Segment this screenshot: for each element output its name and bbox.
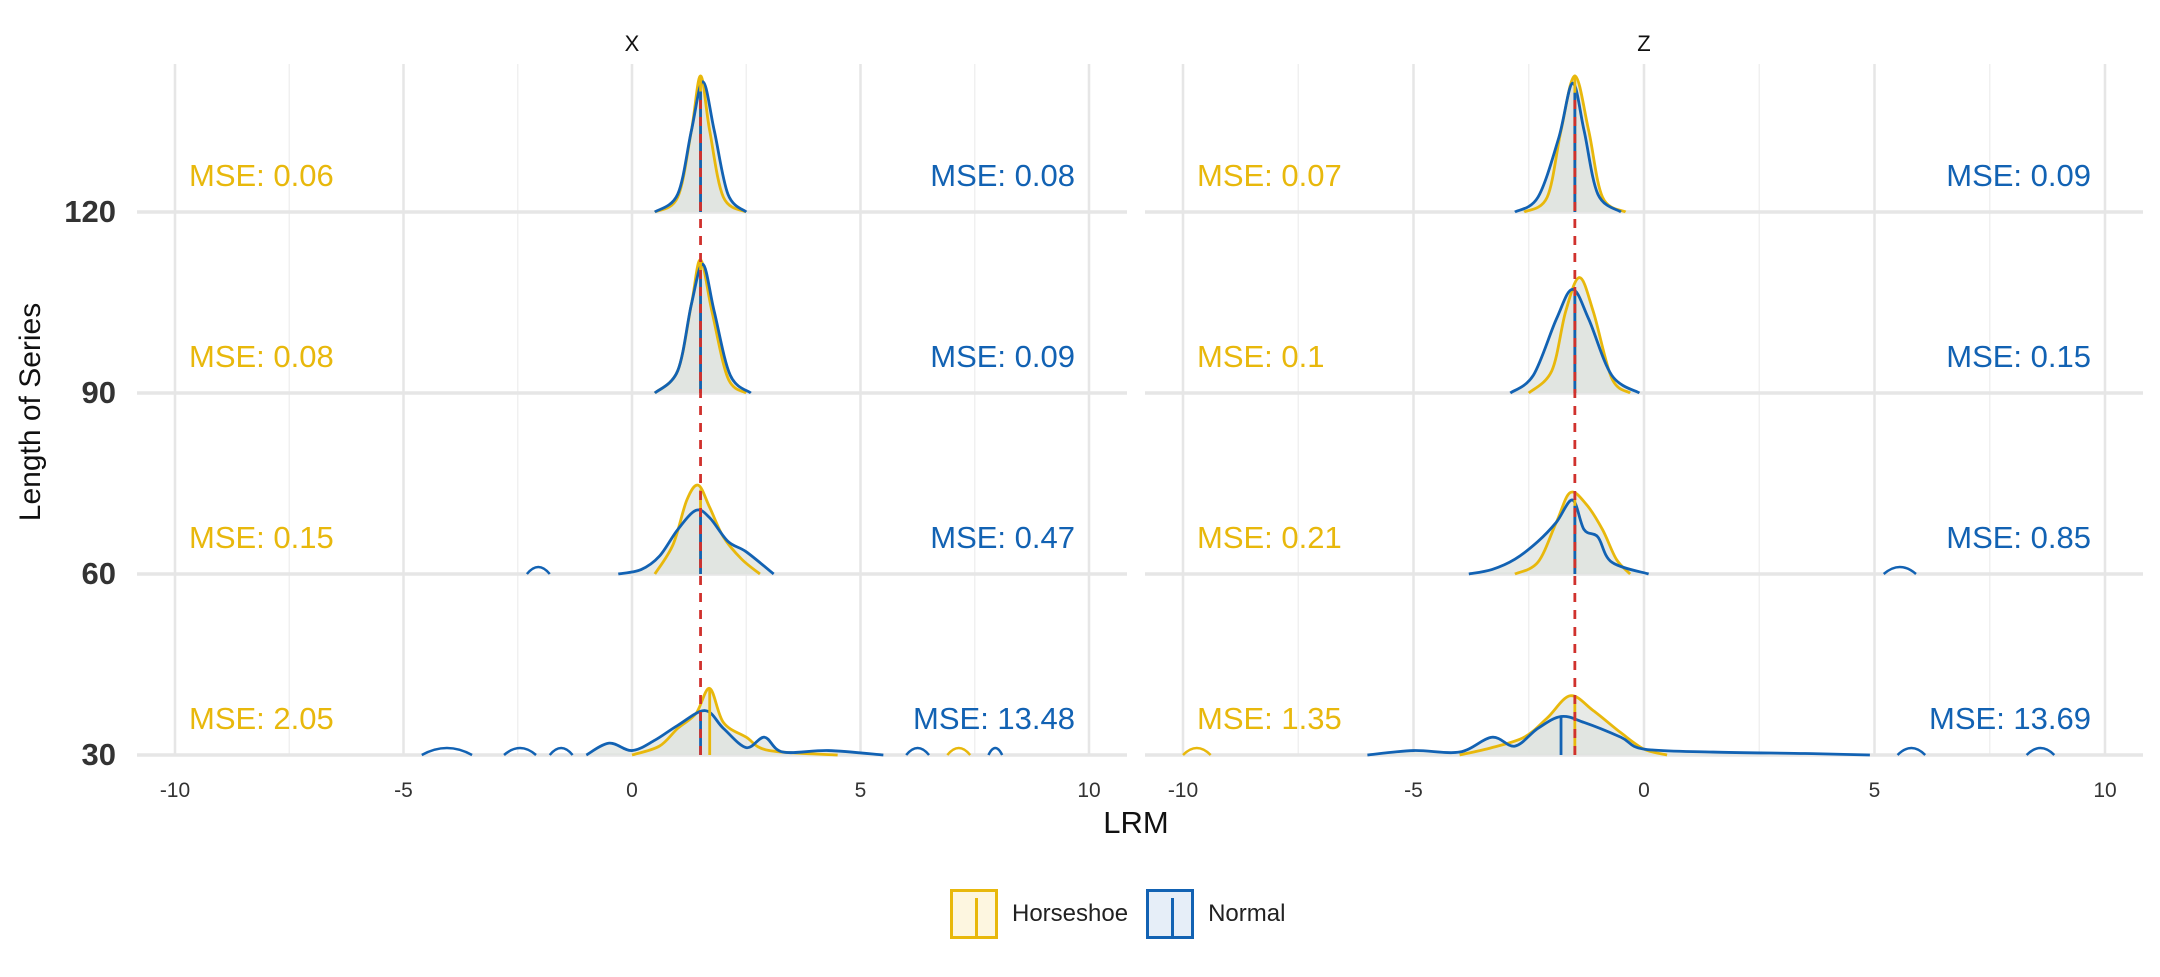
density-line-normal <box>653 80 748 214</box>
mse-label-horseshoe: MSE: 0.07 <box>1197 158 1342 193</box>
x-tick-label: -5 <box>394 779 413 802</box>
density-fill-normal <box>1367 716 1870 755</box>
x-axis-title: LRM <box>1103 805 1168 840</box>
x-tick-label: 0 <box>1638 779 1650 802</box>
y-axis-title: Length of Series <box>14 303 47 521</box>
density-blip-normal <box>421 746 473 757</box>
mse-label-normal: MSE: 13.69 <box>1929 701 2091 736</box>
panel-title: X <box>625 31 640 56</box>
mse-label-normal: MSE: 0.85 <box>1946 520 2091 555</box>
mse-label-normal: MSE: 0.15 <box>1946 339 2091 374</box>
legend-key-horseshoe <box>950 889 998 939</box>
density-fill-normal <box>1514 83 1621 212</box>
y-tick-label: 120 <box>64 194 116 229</box>
density-blip-normal <box>548 746 574 756</box>
x-tick-label: -5 <box>1404 779 1423 802</box>
x-tick-label: 10 <box>1077 779 1100 802</box>
mse-label-horseshoe: MSE: 2.05 <box>189 701 334 736</box>
legend-label-normal: Normal <box>1208 900 1286 927</box>
density-line-normal <box>618 508 775 576</box>
x-tick-label: 0 <box>626 779 638 802</box>
density-fill-normal <box>654 264 751 393</box>
mse-label-normal: MSE: 0.08 <box>930 158 1075 193</box>
mse-label-normal: MSE: 13.48 <box>913 701 1075 736</box>
mse-label-horseshoe: MSE: 0.15 <box>189 520 334 555</box>
legend-item-normal: Normal <box>1146 889 1285 939</box>
density-fill-normal <box>618 509 774 574</box>
y-tick-label: 60 <box>82 556 116 591</box>
mse-label-normal: MSE: 0.09 <box>930 339 1075 374</box>
legend-label-horseshoe: Horseshoe <box>1012 900 1129 927</box>
density-line-horseshoe <box>1514 490 1632 576</box>
mse-label-horseshoe: MSE: 0.06 <box>189 158 334 193</box>
mse-label-horseshoe: MSE: 0.08 <box>189 339 334 374</box>
density-blip-normal <box>525 565 551 575</box>
mse-label-horseshoe: MSE: 0.21 <box>1197 520 1342 555</box>
legend-key-tick <box>1171 898 1175 936</box>
density-fill-normal <box>1468 499 1649 574</box>
density-blip-horseshoe <box>1182 746 1212 756</box>
x-tick-label: -10 <box>1168 779 1198 802</box>
mse-label-normal: MSE: 0.47 <box>930 520 1075 555</box>
density-line-horseshoe <box>1459 694 1668 757</box>
legend-item-horseshoe: Horseshoe <box>950 889 1128 939</box>
mse-label-normal: MSE: 0.09 <box>1946 158 2091 193</box>
legend-key-tick <box>975 898 978 936</box>
legend-key-normal <box>1146 889 1195 939</box>
density-line-normal <box>1468 498 1650 576</box>
x-tick-label: -10 <box>160 779 190 802</box>
density-blip-horseshoe <box>946 746 972 756</box>
x-tick-label: 5 <box>1869 779 1881 802</box>
density-line-horseshoe <box>1527 276 1632 395</box>
panel-title: Z <box>1637 31 1650 56</box>
density-blip-normal <box>503 746 537 756</box>
density-line-horseshoe <box>653 483 761 576</box>
density-line-normal <box>585 709 884 757</box>
density-blip-normal <box>987 746 1004 756</box>
density-line-normal <box>1367 714 1870 757</box>
density-line-normal <box>1514 81 1622 214</box>
mse-label-horseshoe: MSE: 0.1 <box>1197 339 1325 374</box>
density-line-normal <box>1509 287 1641 395</box>
y-tick-label: 90 <box>82 375 116 410</box>
density-blip-normal <box>905 746 931 756</box>
y-tick-label: 30 <box>82 737 116 772</box>
mse-label-horseshoe: MSE: 1.35 <box>1197 701 1342 736</box>
density-line-normal <box>653 262 752 395</box>
density-blip-normal <box>1882 565 1917 575</box>
density-blip-normal <box>1896 746 1927 756</box>
x-tick-label: 5 <box>855 779 867 802</box>
x-tick-label: 10 <box>2093 779 2116 802</box>
legend: Horseshoe Normal <box>950 886 1291 942</box>
density-blip-normal <box>2025 746 2056 756</box>
